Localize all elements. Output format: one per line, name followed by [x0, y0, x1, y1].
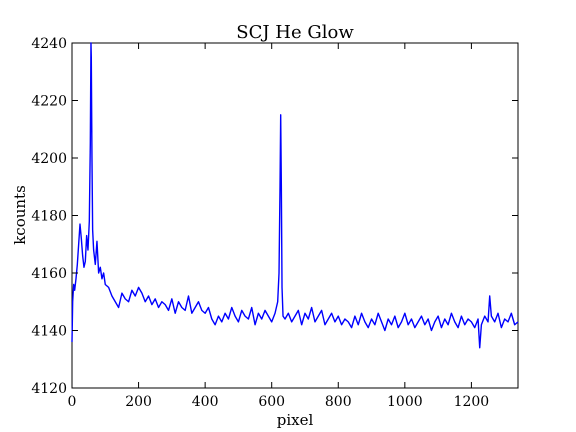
x-tick-label: 400 [192, 394, 219, 410]
y-tick-label: 4140 [31, 324, 67, 340]
y-axis-ticks: 4120 4140 4160 4180 4200 4220 4240 [31, 36, 518, 397]
x-tick-label: 0 [68, 394, 77, 410]
plot-area [71, 42, 519, 389]
chart-title: SCJ He Glow [236, 22, 354, 43]
y-tick-label: 4200 [31, 151, 67, 167]
series-line-0 [71, 42, 519, 349]
x-tick-label: 600 [258, 394, 285, 410]
y-tick-label: 4220 [31, 94, 67, 110]
x-tick-label: 1200 [454, 394, 490, 410]
x-tick-label: 1000 [387, 394, 423, 410]
x-tick-label: 800 [325, 394, 352, 410]
plot-frame [71, 42, 519, 389]
y-axis-label: kcounts [11, 185, 29, 245]
y-tick-label: 4120 [31, 381, 67, 397]
series-layer [71, 42, 519, 349]
y-tick-label: 4240 [31, 36, 67, 52]
x-tick-label: 200 [125, 394, 152, 410]
y-tick-label: 4180 [31, 209, 67, 225]
x-axis-label: pixel [277, 411, 314, 429]
y-tick-label: 4160 [31, 266, 67, 282]
x-axis-ticks: 0 200 400 600 800 1000 1200 [68, 43, 490, 410]
